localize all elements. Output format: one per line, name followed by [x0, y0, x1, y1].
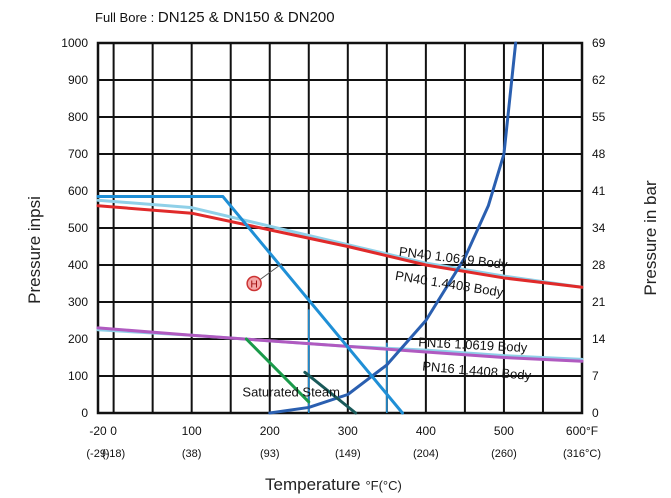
chart-subtitle: Full Bore : DN125 & DN150 & DN200 — [95, 9, 335, 26]
x-tick-label-celsius: (38) — [182, 448, 202, 460]
y2-tick-label: 34 — [592, 221, 606, 235]
y2-tick-label: 41 — [592, 184, 606, 198]
y-tick-label: 1000 — [61, 36, 88, 50]
y2-tick-label: 62 — [592, 73, 606, 87]
marker-leader — [259, 263, 283, 280]
curve-label: PN16 1.0619 Body — [418, 334, 528, 355]
y-tick-label: 800 — [68, 110, 88, 124]
x-tick-label: 500 — [494, 424, 514, 438]
y-tick-label: 900 — [68, 73, 88, 87]
series-line — [244, 337, 311, 404]
y-tick-label: 400 — [68, 258, 88, 272]
series-line — [96, 198, 584, 289]
x-tick-label: 200 — [260, 424, 280, 438]
y2-tick-label: 48 — [592, 147, 606, 161]
y2-axis-title: Pressure in bar — [641, 180, 660, 296]
x-tick-label-celsius: (260) — [491, 448, 517, 460]
y-tick-label: 100 — [68, 369, 88, 383]
x-tick-label-celsius: (316°C) — [563, 448, 601, 460]
y2-tick-label: 21 — [592, 295, 606, 309]
x-tick-label-celsius: (-29) — [86, 448, 109, 460]
grid — [96, 41, 584, 415]
y-tick-label: 300 — [68, 295, 88, 309]
y2-tick-label: 14 — [592, 332, 606, 346]
y2-tick-label: 7 — [592, 369, 599, 383]
y-tick-label: 700 — [68, 147, 88, 161]
x-tick-label-celsius: (93) — [260, 448, 280, 460]
x-tick-label: 600°F — [566, 424, 598, 438]
curves: H — [96, 41, 584, 415]
curve-label: PN16 1.4408 Body — [422, 358, 533, 382]
x-tick-label: 400 — [416, 424, 436, 438]
x-tick-label: 100 — [182, 424, 202, 438]
y2-tick-label: 55 — [592, 110, 606, 124]
series-line — [96, 195, 404, 415]
x-tick-label: 0 — [110, 424, 117, 438]
y-tick-label: 600 — [68, 184, 88, 198]
x-axis-title: Temperature °F(°C) — [265, 475, 402, 494]
x-tick-label-celsius: (204) — [413, 448, 439, 460]
plot-frame — [96, 41, 584, 415]
y-axis-title: Pressure inpsi — [25, 196, 44, 304]
series-line — [96, 204, 584, 289]
curve-label: Saturated Steam — [242, 384, 340, 399]
x-tick-label: -20 — [89, 424, 107, 438]
series-line — [268, 41, 518, 415]
series-line — [303, 370, 358, 415]
x-tick-label: 300 — [338, 424, 358, 438]
y2-tick-label: 0 — [592, 406, 599, 420]
y-tick-label: 500 — [68, 221, 88, 235]
axes: 0100200300400500600700800900100007142128… — [61, 36, 605, 460]
y2-tick-label: 69 — [592, 36, 606, 50]
y-tick-label: 200 — [68, 332, 88, 346]
marker-h-label: H — [251, 280, 258, 291]
y2-tick-label: 28 — [592, 258, 606, 272]
x-tick-label-celsius: (-18) — [102, 448, 125, 460]
x-tick-label-celsius: (149) — [335, 448, 361, 460]
y-tick-label: 0 — [81, 406, 88, 420]
marker-h — [246, 275, 262, 292]
